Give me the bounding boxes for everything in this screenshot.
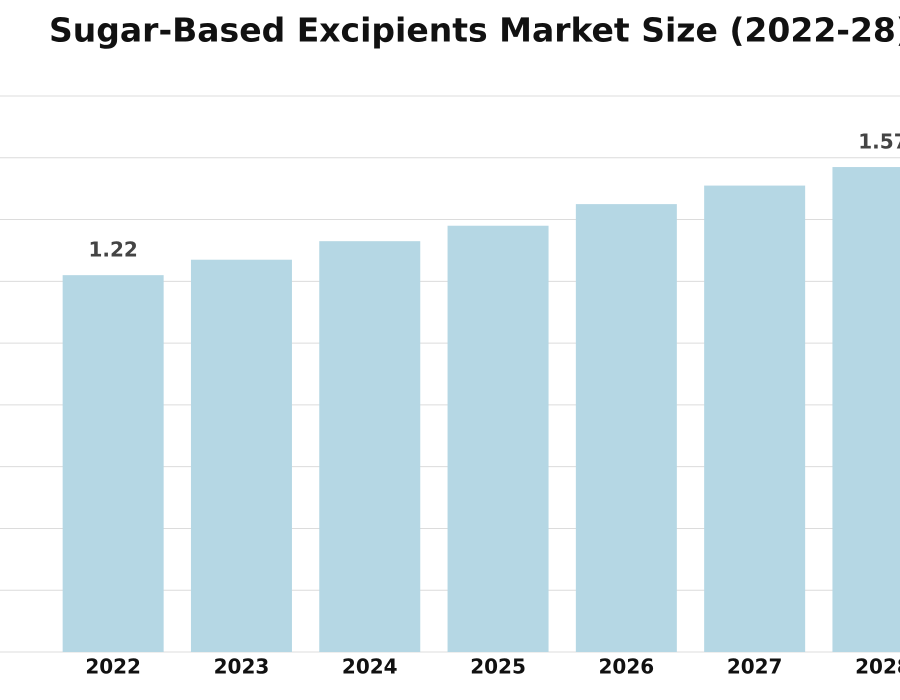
bar <box>704 185 806 653</box>
x-tick-label: 2023 <box>214 655 270 679</box>
x-tick-label: 2025 <box>470 655 526 679</box>
x-tick-label: 2022 <box>85 655 141 679</box>
bar <box>319 241 421 652</box>
data-label: 1.22 <box>88 238 137 262</box>
x-tick-label: 2028 <box>855 655 900 679</box>
x-tick-label: 2026 <box>599 655 655 679</box>
chart-title: Sugar-Based Excipients Market Size (2022… <box>49 11 900 50</box>
bar <box>447 225 549 652</box>
bar <box>190 259 292 652</box>
x-tick-label: 2024 <box>342 655 398 679</box>
bar <box>575 204 677 652</box>
bar <box>832 167 900 653</box>
bar <box>62 275 164 652</box>
x-tick-label: 2027 <box>727 655 783 679</box>
data-label: 1.57 <box>858 130 900 154</box>
